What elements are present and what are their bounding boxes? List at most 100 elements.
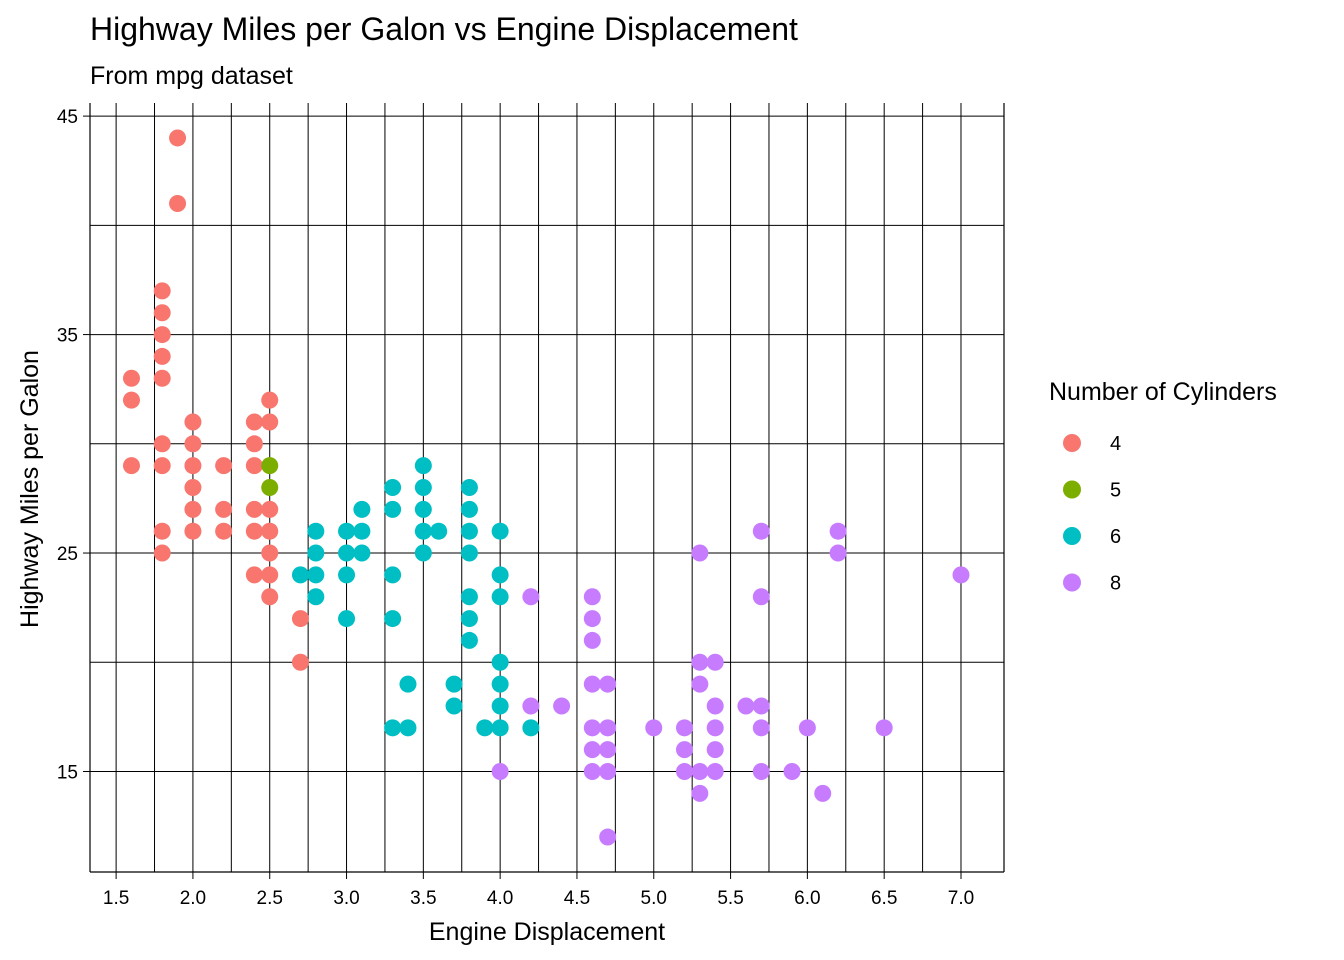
data-point — [261, 500, 279, 518]
x-tick-label: 2.0 — [180, 888, 206, 909]
x-tick-label: 5.0 — [641, 888, 667, 909]
data-point — [583, 719, 601, 737]
data-point — [952, 566, 970, 584]
data-point — [384, 479, 402, 496]
series-cyl-4 — [122, 129, 309, 671]
data-point — [261, 479, 279, 496]
data-point — [338, 522, 356, 540]
data-point — [399, 675, 417, 693]
data-point — [445, 675, 463, 693]
chart-subtitle: From mpg dataset — [90, 62, 293, 90]
data-point — [307, 522, 325, 540]
x-tick-label: 2.5 — [257, 888, 283, 909]
data-point — [153, 544, 171, 562]
data-point — [384, 610, 402, 628]
data-point — [599, 828, 617, 846]
data-point — [460, 522, 478, 540]
data-point — [245, 566, 263, 584]
data-point — [261, 413, 279, 431]
legend-swatch-5 — [1063, 480, 1081, 499]
data-point — [184, 479, 202, 496]
data-point — [491, 675, 509, 693]
data-point — [476, 719, 494, 737]
y-tick-label: 45 — [57, 107, 78, 128]
x-tick-label: 3.0 — [333, 888, 359, 909]
data-point — [691, 763, 709, 781]
data-point — [675, 763, 693, 781]
data-point — [184, 435, 202, 453]
data-point — [491, 697, 509, 715]
x-axis-label: Engine Displacement — [429, 918, 665, 946]
data-point — [491, 763, 509, 781]
data-point — [261, 566, 279, 584]
data-point — [353, 500, 371, 518]
data-point — [691, 675, 709, 693]
x-tick-label: 4.0 — [487, 888, 513, 909]
data-point — [553, 697, 571, 715]
data-point — [153, 369, 171, 387]
data-point — [153, 347, 171, 365]
data-point — [814, 784, 832, 802]
data-point — [245, 457, 263, 475]
legend-title: Number of Cylinders — [1049, 378, 1277, 406]
x-tick-label: 7.0 — [948, 888, 974, 909]
data-point — [491, 566, 509, 584]
data-point — [353, 544, 371, 562]
data-point — [599, 741, 617, 759]
data-point — [414, 500, 432, 518]
x-tick-label: 6.0 — [794, 888, 820, 909]
data-point — [307, 566, 325, 584]
data-point — [460, 500, 478, 518]
data-point — [291, 653, 309, 671]
data-point — [215, 500, 233, 518]
data-point — [522, 719, 540, 737]
data-point — [783, 763, 801, 781]
data-point — [599, 719, 617, 737]
data-point — [153, 304, 171, 322]
data-point — [338, 566, 356, 584]
data-point — [245, 522, 263, 540]
data-point — [752, 588, 770, 606]
data-point — [261, 391, 279, 409]
data-point — [122, 457, 140, 475]
data-point — [829, 522, 847, 540]
data-point — [184, 413, 202, 431]
data-point — [460, 610, 478, 628]
data-point — [261, 544, 279, 562]
x-tick-label: 6.5 — [871, 888, 897, 909]
data-point — [153, 435, 171, 453]
data-point — [184, 522, 202, 540]
data-point — [583, 741, 601, 759]
data-point — [583, 588, 601, 606]
data-point — [491, 653, 509, 671]
data-point — [414, 544, 432, 562]
series-cyl-8 — [491, 522, 970, 846]
y-tick-label: 15 — [57, 763, 78, 784]
data-point — [184, 500, 202, 518]
data-point — [122, 369, 140, 387]
data-point — [691, 653, 709, 671]
x-tick-label: 4.5 — [564, 888, 590, 909]
data-point — [599, 763, 617, 781]
x-tick-label: 5.5 — [717, 888, 743, 909]
data-point — [414, 457, 432, 475]
y-tick-label: 25 — [57, 544, 78, 565]
data-point — [691, 544, 709, 562]
gridlines — [90, 103, 1004, 872]
data-point — [414, 479, 432, 496]
series-cyl-6 — [291, 457, 540, 737]
data-point — [307, 588, 325, 606]
x-tick-label: 3.5 — [410, 888, 436, 909]
data-point — [737, 697, 755, 715]
data-point — [752, 697, 770, 715]
data-point — [583, 675, 601, 693]
tick-labels: 1.5 2.0 2.5 3.0 3.5 4.0 4.5 5.0 5.5 6.0 6.5 7.0 15 25… — [57, 107, 974, 909]
data-point — [384, 566, 402, 584]
data-point — [706, 741, 724, 759]
legend-label-5: 5 — [1110, 480, 1121, 502]
data-point — [460, 544, 478, 562]
data-point — [706, 697, 724, 715]
axes — [89, 103, 1005, 873]
data-point — [169, 129, 187, 147]
